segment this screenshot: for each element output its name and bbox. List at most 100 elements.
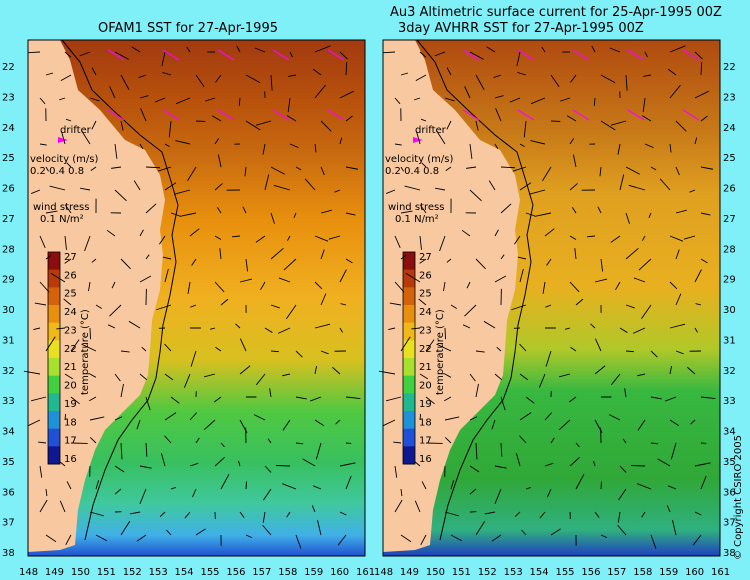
y-tick-label: 35: [723, 457, 736, 468]
colorbar-swatch: [403, 411, 415, 430]
left-y-axis-ticks: 22 23 24 25 26 27 28 29 30 31 32 33 34 35 36 37 38: [2, 62, 15, 559]
velocity-vector: [570, 346, 577, 352]
velocity-vector: [400, 72, 409, 76]
velocity-vector: [675, 209, 687, 214]
velocity-vector: [255, 120, 272, 126]
velocity-vector: [81, 343, 97, 352]
velocity-vector: [161, 51, 166, 67]
velocity-vector: [416, 130, 421, 145]
y-tick-label: 26: [2, 184, 15, 195]
velocity-vector: [262, 524, 272, 536]
velocity-vector: [264, 174, 270, 191]
velocity-vector: [195, 74, 205, 87]
velocity-vector: [675, 166, 680, 176]
velocity-vector: [569, 396, 577, 403]
velocity-vector: [50, 272, 66, 283]
velocity-vector: [79, 51, 91, 57]
velocity-vector: [675, 293, 682, 306]
right-x-tick-label: 159: [659, 567, 678, 578]
velocity-vector: [385, 189, 396, 194]
velocity-vector: [619, 174, 625, 191]
right-x-tick-label: 150: [426, 567, 445, 578]
right-panel-title-line1: Au3 Altimetric surface current for 25-Ap…: [390, 5, 722, 20]
velocity-vector: [277, 327, 291, 334]
velocity-vector: [145, 166, 161, 169]
velocity-vector: [694, 511, 702, 516]
velocity-vector: [569, 281, 580, 293]
velocity-vector: [633, 277, 646, 283]
velocity-vector: [469, 189, 482, 202]
velocity-vector: [632, 327, 646, 334]
velocity-label: velocity (m/s): [30, 154, 98, 165]
velocity-vector: [216, 206, 222, 214]
velocity-vector: [669, 366, 673, 375]
velocity-vector: [575, 442, 580, 448]
velocity-vector: [231, 235, 241, 238]
velocity-vector: [164, 343, 172, 352]
velocity-vector: [164, 412, 177, 421]
velocity-vector: [700, 115, 708, 122]
velocity-vector: [383, 51, 396, 54]
velocity-vector: [650, 396, 662, 400]
velocity-vector: [666, 505, 671, 513]
velocity-vector: [311, 505, 316, 513]
right-x-tick-label: 157: [607, 567, 626, 578]
velocity-vector: [170, 212, 181, 217]
velocity-vector: [136, 419, 141, 430]
y-tick-label: 32: [723, 366, 736, 377]
left-x-tick-label: 161: [356, 567, 375, 578]
velocity-vector: [469, 465, 480, 473]
velocity-vector: [270, 304, 280, 309]
left-x-tick-label: 154: [175, 567, 194, 578]
colorbar-tick-label: 23: [64, 325, 77, 336]
colorbar-swatch: [48, 428, 60, 447]
velocity-vector: [436, 130, 446, 145]
velocity-vector: [519, 435, 527, 444]
velocity-vector: [650, 534, 657, 549]
velocity-vector: [642, 97, 646, 113]
drifter-marker: [413, 137, 423, 143]
velocity-vector: [120, 520, 131, 536]
velocity-vector: [28, 51, 41, 54]
velocity-vector: [263, 488, 272, 501]
velocity-vector: [669, 281, 678, 290]
velocity-vector: [255, 235, 266, 243]
velocity-vector: [517, 256, 527, 260]
wind-value: 0.1 N/m²: [40, 214, 84, 225]
velocity-vector: [339, 327, 343, 333]
velocity-vector: [260, 281, 266, 291]
right-velocity-vectors: [378, 45, 716, 549]
velocity-vector: [66, 481, 72, 490]
velocity-vector: [166, 529, 172, 536]
velocity-vector: [419, 51, 427, 58]
velocity-vector: [491, 534, 502, 542]
velocity-vector: [314, 419, 324, 427]
velocity-vector: [245, 120, 261, 131]
right-map: [382, 39, 721, 557]
velocity-vector: [475, 120, 479, 131]
wind-stress-vector: [327, 49, 345, 61]
velocity-vector: [689, 189, 696, 193]
velocity-vector: [572, 154, 577, 168]
y-tick-label: 27: [723, 214, 736, 225]
left-x-tick-label: 159: [304, 567, 323, 578]
velocity-vector: [214, 235, 222, 240]
velocity-vector: [61, 130, 66, 145]
left-velocity-vectors: [23, 45, 361, 549]
left-x-tick-label: 149: [45, 567, 64, 578]
velocity-vector: [542, 281, 546, 294]
velocity-vector: [236, 45, 241, 53]
wind-stress-vector: [217, 49, 235, 61]
colorbar-swatch: [403, 358, 415, 377]
wind-stress-vector: [682, 109, 700, 121]
velocity-vector: [70, 339, 80, 352]
velocity-vector: [411, 327, 421, 330]
velocity-vector: [450, 534, 462, 542]
colorbar-frame: [402, 251, 416, 465]
velocity-vector: [625, 247, 639, 260]
velocity-vector: [435, 187, 446, 191]
velocity-vector: [159, 511, 166, 518]
velocity-vector: [314, 323, 331, 329]
colorbar-swatch: [403, 428, 415, 447]
y-tick-label: 24: [2, 123, 15, 134]
